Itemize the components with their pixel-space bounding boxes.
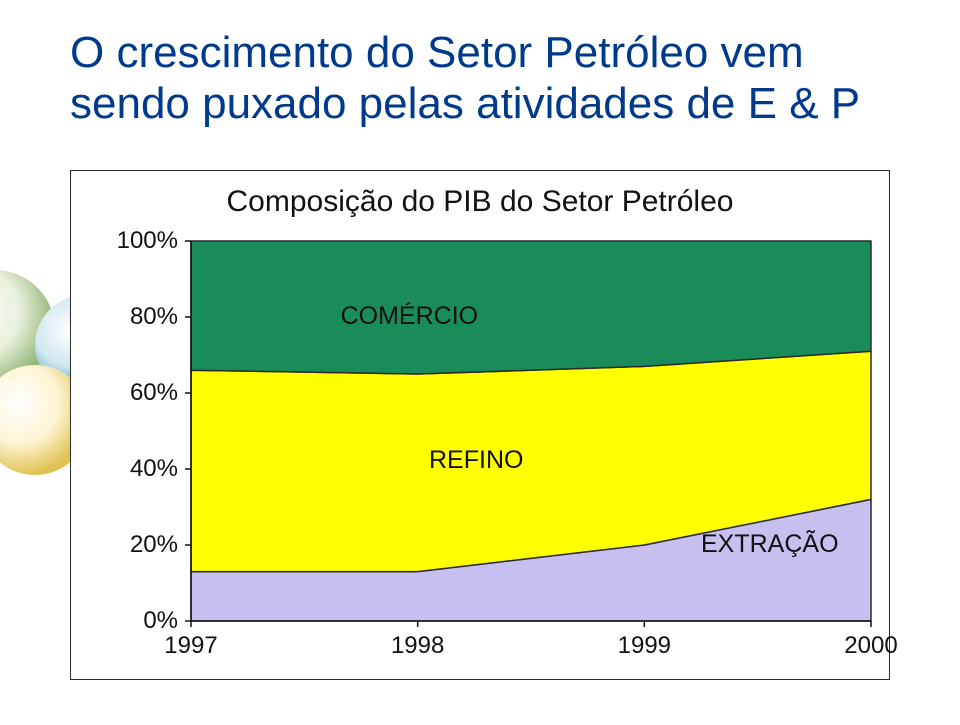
y-tick-label: 20% [71,531,186,559]
x-tick-label: 1999 [618,632,671,660]
plot-area: EXTRAÇÃO REFINO COMÉRCIO [191,241,871,621]
y-tick-label: 60% [71,379,186,407]
x-tick-label: 1998 [391,632,444,660]
slide: O crescimento do Setor Petróleo vem send… [0,0,960,725]
x-tick-label: 2000 [844,632,897,660]
area-series-comércio [191,241,871,374]
x-axis-ticks: 1997199819992000 [191,626,871,666]
y-tick-label: 80% [71,303,186,331]
series-label-refino: REFINO [429,446,523,475]
x-tick-label: 1997 [164,632,217,660]
series-label-extração: EXTRAÇÃO [701,530,839,559]
area-chart-svg [191,241,871,621]
series-label-comércio: COMÉRCIO [341,302,479,331]
chart-container: Composição do PIB do Setor Petróleo 0% 20… [70,170,890,680]
page-title: O crescimento do Setor Petróleo vem send… [70,28,890,129]
y-tick-label: 0% [71,607,186,635]
chart-title: Composição do PIB do Setor Petróleo [71,185,889,219]
y-tick-label: 40% [71,455,186,483]
y-axis-ticks: 0%20%40%60%80%100% [71,241,186,621]
y-tick-label: 100% [71,227,186,255]
